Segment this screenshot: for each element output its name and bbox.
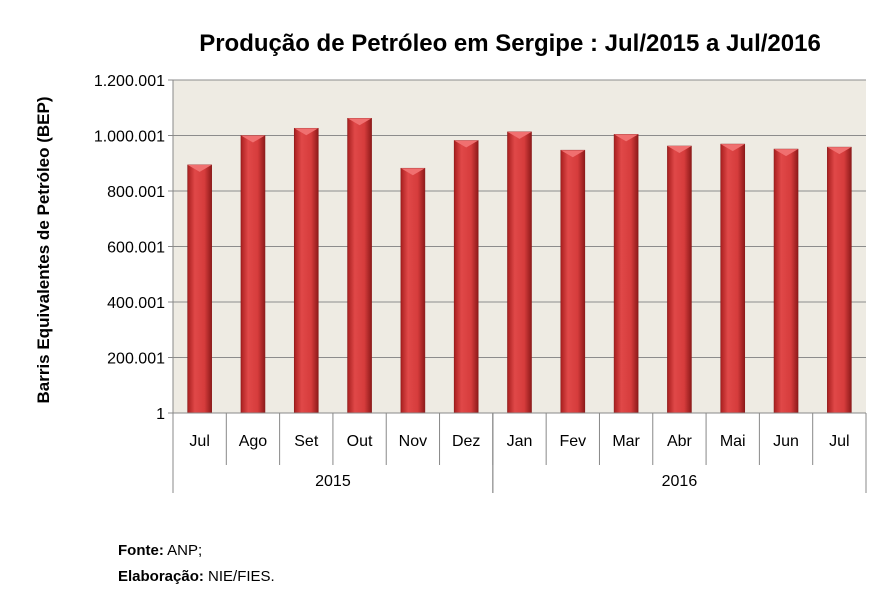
x-tick-label: Out — [347, 433, 373, 450]
bar — [827, 146, 852, 414]
x-tick-label: Ago — [239, 433, 268, 450]
bar — [453, 140, 479, 414]
bar-cap — [774, 149, 799, 157]
y-tick-label: 200.001 — [107, 351, 165, 368]
bar-cap — [614, 134, 639, 142]
x-tick-label: Fev — [559, 433, 586, 450]
x-tick-label: Abr — [667, 433, 693, 450]
elaboration-label: Elaboração: — [118, 568, 204, 585]
bar — [667, 145, 692, 414]
x-tick-label: Jun — [773, 433, 799, 450]
bar — [507, 131, 532, 414]
group-label: 2016 — [662, 473, 698, 490]
bar-cap — [667, 146, 692, 154]
bar-cap — [454, 140, 479, 148]
source-note: Fonte: ANP; — [118, 542, 202, 559]
bar-cap — [187, 164, 212, 172]
bar-cap — [400, 168, 425, 176]
x-tick-label: Nov — [399, 433, 427, 450]
bar — [240, 135, 266, 414]
bar — [293, 127, 319, 414]
x-tick-label: Jul — [829, 433, 849, 450]
bar — [187, 164, 212, 414]
bar-cap — [827, 147, 852, 155]
bar-cap — [347, 118, 372, 126]
bar-cap — [294, 128, 319, 136]
y-tick-label: 600.001 — [107, 240, 165, 257]
bar — [560, 149, 586, 414]
bar — [400, 167, 426, 414]
y-tick-label: 400.001 — [107, 295, 165, 312]
y-tick-label: 1.200.001 — [94, 73, 165, 90]
x-tick-label: Jul — [189, 433, 209, 450]
bar — [720, 143, 746, 414]
bar-cap — [720, 144, 745, 152]
bar-cap — [560, 150, 585, 158]
x-tick-label: Jan — [507, 433, 533, 450]
x-tick-label: Dez — [452, 433, 480, 450]
group-label: 2015 — [315, 473, 351, 490]
x-tick-label: Mai — [720, 433, 746, 450]
source-label: Fonte: — [118, 542, 164, 559]
x-tick-label: Mar — [612, 433, 640, 450]
y-tick-label: 1.000.001 — [94, 129, 165, 146]
elaboration-note: Elaboração: NIE/FIES. — [118, 568, 275, 585]
bar-cap — [507, 131, 532, 139]
source-value: ANP; — [163, 542, 203, 559]
bar — [613, 134, 639, 414]
bar — [773, 148, 799, 414]
elaboration-value: NIE/FIES. — [203, 568, 275, 585]
y-tick-label: 800.001 — [107, 184, 165, 201]
y-tick-label: 1 — [156, 406, 165, 423]
bar — [347, 117, 372, 414]
x-tick-label: Set — [294, 433, 319, 450]
chart-title: Produção de Petróleo em Sergipe : Jul/20… — [199, 30, 821, 57]
bar-cap — [240, 135, 265, 143]
